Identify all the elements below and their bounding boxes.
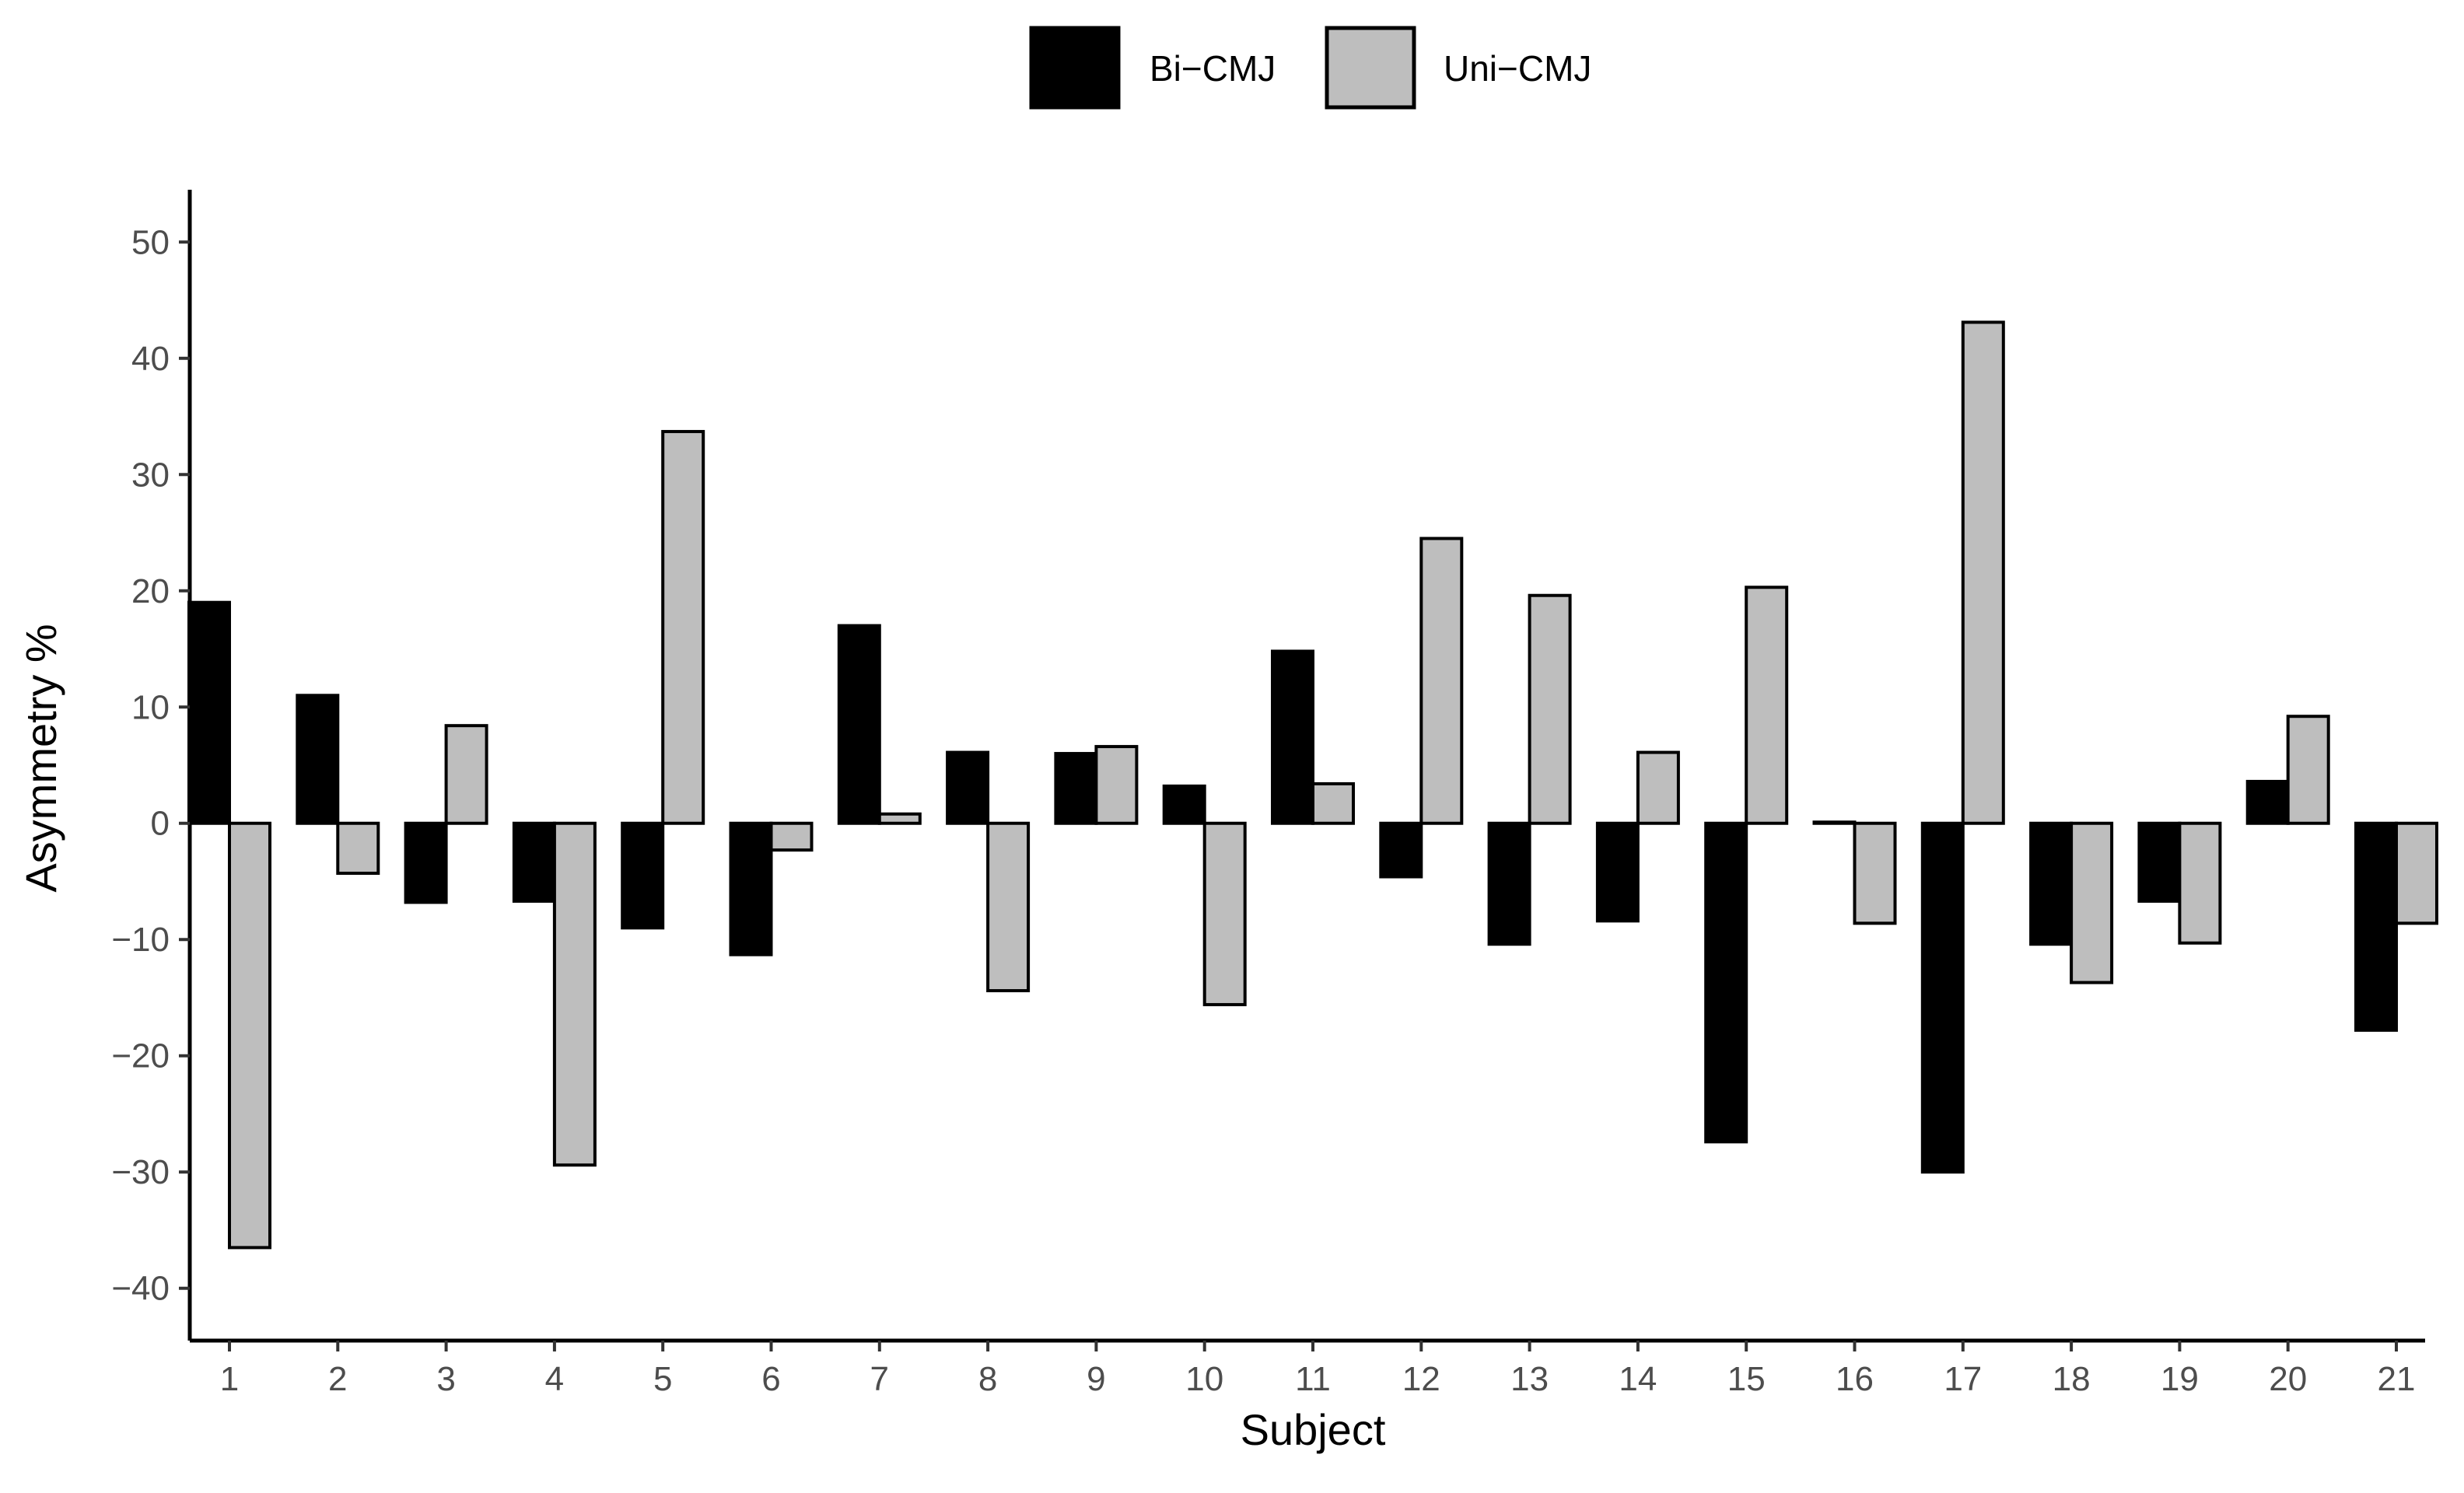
x-tick-label: 6 (761, 1360, 780, 1398)
x-tick-label: 3 (436, 1360, 455, 1398)
bar-bi-cmj-subject-3 (404, 821, 448, 904)
bar-bi-cmj-subject-4 (512, 821, 556, 903)
bar-uni-cmj-subject-9 (1094, 745, 1139, 825)
bar-bi-cmj-subject-18 (2029, 821, 2074, 946)
bar-uni-cmj-subject-3 (444, 724, 488, 825)
bar-uni-cmj-subject-2 (336, 821, 380, 876)
x-axis-ticks: 1 2 3 4 5 6 7 8 9 10 11 12 13 14 15 16 17 18 19 20 21 (220, 1341, 2416, 1398)
x-tick-label: 15 (1727, 1360, 1766, 1398)
bar-bi-cmj-subject-12 (1379, 821, 1423, 879)
x-tick-label: 4 (545, 1360, 564, 1398)
y-tick-label: −20 (111, 1037, 170, 1075)
bar-bi-cmj-subject-6 (729, 821, 773, 956)
bar-uni-cmj-subject-21 (2395, 821, 2438, 925)
bar-bi-cmj-subject-20 (2245, 779, 2290, 825)
bar-uni-cmj-subject-1 (228, 821, 271, 1250)
x-tick-label: 12 (1402, 1360, 1440, 1398)
bar-uni-cmj-subject-11 (1311, 781, 1355, 825)
bar-uni-cmj-subject-5 (661, 429, 705, 825)
bar-uni-cmj-subject-18 (2070, 821, 2114, 984)
bar-uni-cmj-subject-14 (1636, 750, 1680, 825)
x-tick-label: 21 (2378, 1360, 2416, 1398)
bar-bi-cmj-subject-2 (296, 694, 340, 825)
y-tick-label: −40 (111, 1270, 170, 1308)
bar-uni-cmj-subject-20 (2286, 715, 2330, 825)
legend-swatch-uni-cmj (1325, 26, 1416, 110)
legend-swatch-bi-cmj (1029, 26, 1121, 110)
bar-uni-cmj-subject-15 (1745, 586, 1789, 825)
bar-uni-cmj-subject-19 (2178, 821, 2222, 945)
y-axis-ticks: −40 −30 −20 −10 0 10 20 30 40 50 (111, 223, 190, 1308)
legend-label-bi-cmj: Bi−CMJ (1150, 48, 1276, 89)
x-tick-label: 18 (2053, 1360, 2091, 1398)
y-tick-label: 50 (131, 223, 170, 261)
bar-uni-cmj-subject-8 (986, 821, 1031, 993)
bar-bi-cmj-subject-5 (621, 821, 665, 930)
bar-bi-cmj-subject-21 (2354, 821, 2398, 1032)
y-axis-title: Asymmetry % (16, 624, 65, 892)
bar-bi-cmj-subject-7 (837, 624, 881, 825)
x-tick-label: 14 (1619, 1360, 1657, 1398)
legend-label-uni-cmj: Uni−CMJ (1444, 48, 1591, 89)
bar-uni-cmj-subject-7 (877, 812, 922, 825)
x-tick-label: 19 (2161, 1360, 2199, 1398)
x-tick-label: 17 (1944, 1360, 1982, 1398)
y-tick-label: 20 (131, 572, 170, 610)
bar-bi-cmj-subject-16 (1812, 820, 1857, 825)
bar-uni-cmj-subject-12 (1419, 537, 1464, 825)
bar-uni-cmj-subject-10 (1202, 821, 1247, 1006)
y-tick-label: 10 (131, 688, 170, 726)
x-tick-label: 1 (220, 1360, 239, 1398)
bar-bi-cmj-subject-19 (2137, 821, 2182, 903)
bar-uni-cmj-subject-16 (1853, 821, 1897, 925)
bar-uni-cmj-subject-17 (1961, 320, 2005, 825)
axes (187, 190, 2425, 1343)
x-tick-label: 16 (1836, 1360, 1874, 1398)
y-tick-label: 0 (151, 805, 170, 843)
y-tick-label: 40 (131, 340, 170, 378)
bar-bi-cmj-subject-1 (187, 600, 231, 825)
x-axis-title: Subject (1241, 1405, 1386, 1454)
bar-bi-cmj-subject-11 (1271, 649, 1314, 825)
y-tick-label: 30 (131, 456, 170, 494)
y-tick-label: −30 (111, 1153, 170, 1191)
bar-bi-cmj-subject-8 (946, 750, 990, 825)
y-tick-label: −10 (111, 921, 170, 959)
bar-bi-cmj-subject-13 (1487, 821, 1531, 946)
bar-uni-cmj-subject-4 (552, 821, 597, 1167)
x-tick-label: 7 (870, 1360, 889, 1398)
x-tick-label: 11 (1295, 1360, 1331, 1398)
legend: Bi−CMJ Uni−CMJ (1029, 26, 1591, 110)
bar-uni-cmj-subject-13 (1528, 593, 1572, 825)
x-tick-label: 10 (1185, 1360, 1223, 1398)
bar-bi-cmj-subject-14 (1595, 821, 1640, 923)
bar-bi-cmj-subject-10 (1162, 784, 1206, 825)
x-tick-label: 2 (328, 1360, 347, 1398)
bar-bi-cmj-subject-9 (1054, 752, 1098, 825)
x-tick-label: 13 (1510, 1360, 1549, 1398)
bar-uni-cmj-subject-6 (769, 821, 814, 852)
bar-bi-cmj-subject-15 (1704, 821, 1748, 1144)
bars (187, 320, 2438, 1250)
x-tick-label: 8 (978, 1360, 997, 1398)
x-tick-label: 20 (2269, 1360, 2307, 1398)
bar-bi-cmj-subject-17 (1920, 821, 1965, 1174)
x-tick-label: 5 (653, 1360, 672, 1398)
x-tick-label: 9 (1087, 1360, 1105, 1398)
